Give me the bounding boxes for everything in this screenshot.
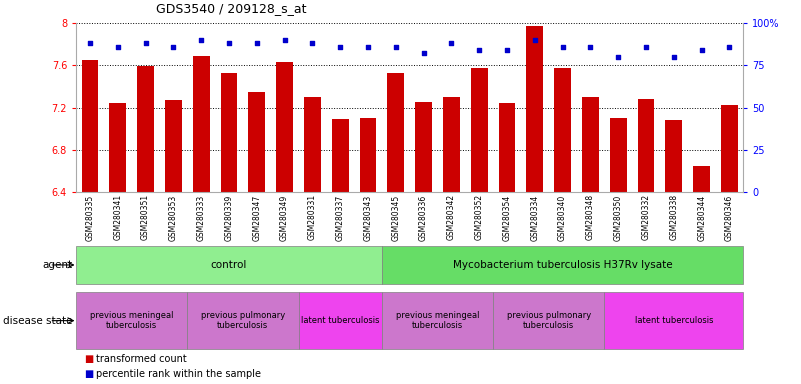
Text: disease state: disease state <box>2 316 72 326</box>
Text: previous meningeal
tuberculosis: previous meningeal tuberculosis <box>396 311 479 330</box>
Text: previous meningeal
tuberculosis: previous meningeal tuberculosis <box>90 311 174 330</box>
Point <box>612 54 625 60</box>
Bar <box>499 103 515 384</box>
Text: GDS3540 / 209128_s_at: GDS3540 / 209128_s_at <box>156 2 307 15</box>
Point <box>501 47 513 53</box>
Text: GSM280337: GSM280337 <box>336 194 344 240</box>
Point <box>667 54 680 60</box>
Text: Mycobacterium tuberculosis H37Rv lysate: Mycobacterium tuberculosis H37Rv lysate <box>453 260 672 270</box>
Bar <box>299 292 382 349</box>
Text: GSM280334: GSM280334 <box>530 194 539 240</box>
Bar <box>82 60 99 384</box>
Bar <box>276 62 293 384</box>
Point <box>445 40 458 46</box>
Text: GSM280353: GSM280353 <box>169 194 178 240</box>
Bar <box>721 106 738 384</box>
Bar <box>248 92 265 384</box>
Point <box>723 44 736 50</box>
Bar <box>694 166 710 384</box>
Text: GSM280341: GSM280341 <box>113 194 123 240</box>
Bar <box>110 103 126 384</box>
Text: control: control <box>211 260 248 270</box>
Text: GSM280335: GSM280335 <box>86 194 95 240</box>
Text: GSM280346: GSM280346 <box>725 194 734 240</box>
Bar <box>493 292 604 349</box>
Bar <box>382 246 743 284</box>
Bar <box>666 120 682 384</box>
Point <box>361 44 374 50</box>
Bar <box>187 292 299 349</box>
Bar <box>388 73 405 384</box>
Text: GSM280345: GSM280345 <box>392 194 400 240</box>
Point <box>417 50 430 56</box>
Bar <box>76 246 382 284</box>
Text: GSM280343: GSM280343 <box>364 194 372 240</box>
Text: GSM280340: GSM280340 <box>558 194 567 240</box>
Text: GSM280354: GSM280354 <box>502 194 512 240</box>
Text: latent tuberculosis: latent tuberculosis <box>634 316 713 325</box>
Text: GSM280338: GSM280338 <box>670 194 678 240</box>
Point <box>640 44 653 50</box>
Text: percentile rank within the sample: percentile rank within the sample <box>96 369 261 379</box>
Bar <box>471 68 488 384</box>
Text: GSM280339: GSM280339 <box>224 194 234 240</box>
Bar <box>610 118 626 384</box>
Bar <box>220 73 237 384</box>
Text: agent: agent <box>42 260 72 270</box>
Point <box>529 37 541 43</box>
Text: GSM280344: GSM280344 <box>697 194 706 240</box>
Point <box>223 40 235 46</box>
Text: previous pulmonary
tuberculosis: previous pulmonary tuberculosis <box>506 311 591 330</box>
Point <box>389 44 402 50</box>
Text: ■: ■ <box>84 369 94 379</box>
Point <box>167 44 179 50</box>
Bar <box>193 56 210 384</box>
Point <box>278 37 291 43</box>
Point <box>334 44 347 50</box>
Text: transformed count: transformed count <box>96 354 187 364</box>
Point <box>695 47 708 53</box>
Bar <box>304 97 320 384</box>
Text: GSM280352: GSM280352 <box>475 194 484 240</box>
Point <box>111 44 124 50</box>
Text: GSM280351: GSM280351 <box>141 194 150 240</box>
Text: GSM280347: GSM280347 <box>252 194 261 240</box>
Bar <box>638 99 654 384</box>
Text: GSM280332: GSM280332 <box>642 194 650 240</box>
Text: latent tuberculosis: latent tuberculosis <box>301 316 380 325</box>
Point <box>556 44 569 50</box>
Point <box>195 37 207 43</box>
Text: ■: ■ <box>84 354 94 364</box>
Bar <box>554 68 571 384</box>
Text: GSM280336: GSM280336 <box>419 194 428 240</box>
Bar <box>360 118 376 384</box>
Bar <box>582 97 599 384</box>
Text: GSM280333: GSM280333 <box>197 194 206 240</box>
Point <box>83 40 96 46</box>
Bar <box>526 26 543 384</box>
Text: GSM280350: GSM280350 <box>614 194 622 240</box>
Point <box>584 44 597 50</box>
Bar <box>415 102 432 384</box>
Bar <box>443 97 460 384</box>
Text: GSM280331: GSM280331 <box>308 194 317 240</box>
Point <box>251 40 264 46</box>
Bar <box>165 100 182 384</box>
Point <box>139 40 152 46</box>
Bar <box>137 66 154 384</box>
Text: previous pulmonary
tuberculosis: previous pulmonary tuberculosis <box>201 311 285 330</box>
Bar <box>604 292 743 349</box>
Text: GSM280342: GSM280342 <box>447 194 456 240</box>
Text: GSM280349: GSM280349 <box>280 194 289 240</box>
Bar <box>382 292 493 349</box>
Text: GSM280348: GSM280348 <box>586 194 595 240</box>
Bar <box>332 119 348 384</box>
Bar <box>76 292 187 349</box>
Point <box>473 47 485 53</box>
Point <box>306 40 319 46</box>
